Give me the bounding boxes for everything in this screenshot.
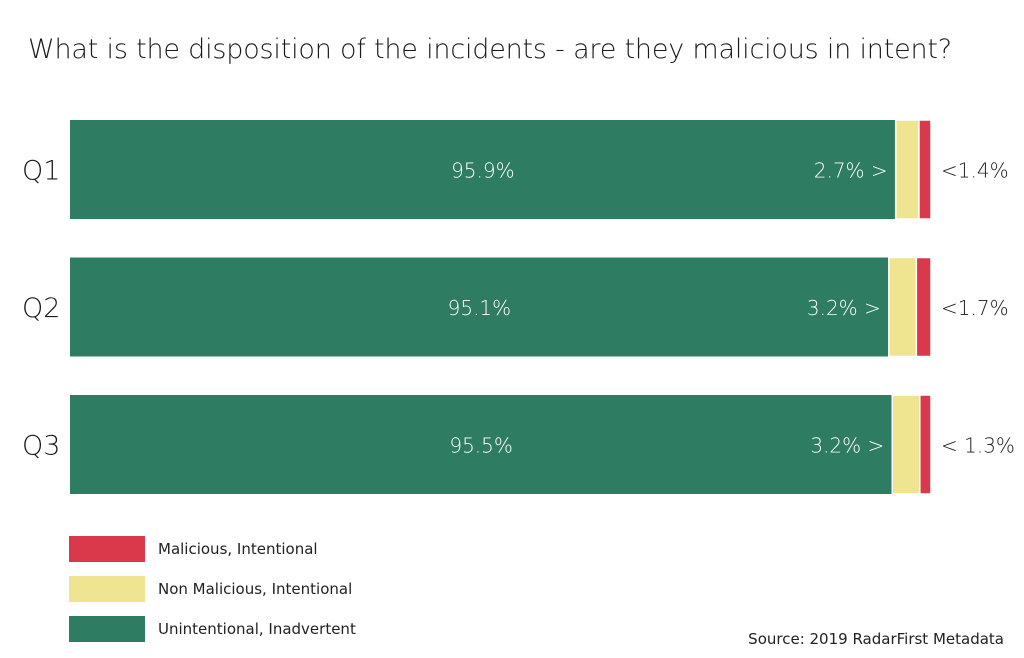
legend-label-malicious: Malicious, Intentional (158, 540, 318, 558)
legend: Malicious, Intentional Non Malicious, In… (69, 536, 356, 656)
legend-swatch-unintentional (69, 616, 145, 642)
bar-segment-q3-non-malicious (891, 394, 921, 495)
legend-swatch-malicious (69, 536, 145, 562)
category-label-q1: Q1 (22, 156, 60, 187)
bar-segment-q2-non-malicious (888, 256, 918, 358)
data-label-q3-unintentional: 95.5% (449, 434, 513, 458)
legend-swatch-non-malicious (69, 576, 145, 602)
data-label-q3-malicious: < 1.3% (941, 434, 1015, 458)
data-label-q2-unintentional: 95.1% (448, 296, 512, 320)
legend-item-non-malicious: Non Malicious, Intentional (69, 576, 356, 602)
legend-item-malicious: Malicious, Intentional (69, 536, 356, 562)
source-note: Source: 2019 RadarFirst Metadata (748, 630, 1004, 648)
bar-segment-q1-malicious (918, 119, 932, 220)
data-label-q1-malicious: <1.4% (941, 159, 1009, 183)
bar-segment-q3-unintentional (70, 395, 893, 494)
bar-segment-q1-non-malicious (894, 119, 920, 220)
bar-segment-q3-malicious (919, 394, 932, 495)
data-label-q1-unintentional: 95.9% (451, 159, 515, 183)
data-label-q2-non-malicious: 3.2% > (807, 296, 881, 320)
data-label-q1-non-malicious: 2.7% > (814, 159, 888, 183)
bar-segment-q2-unintentional (70, 257, 889, 357)
bar-segment-q2-malicious (915, 256, 932, 358)
category-label-q2: Q2 (22, 293, 60, 324)
data-label-q2-malicious: <1.7% (941, 296, 1009, 320)
legend-label-unintentional: Unintentional, Inadvertent (158, 620, 356, 638)
legend-item-unintentional: Unintentional, Inadvertent (69, 616, 356, 642)
bar-segment-q1-unintentional (70, 120, 896, 219)
data-label-q3-non-malicious: 3.2% > (810, 434, 884, 458)
category-label-q3: Q3 (22, 431, 60, 462)
chart-title: What is the disposition of the incidents… (28, 34, 952, 65)
legend-label-non-malicious: Non Malicious, Intentional (158, 580, 353, 598)
